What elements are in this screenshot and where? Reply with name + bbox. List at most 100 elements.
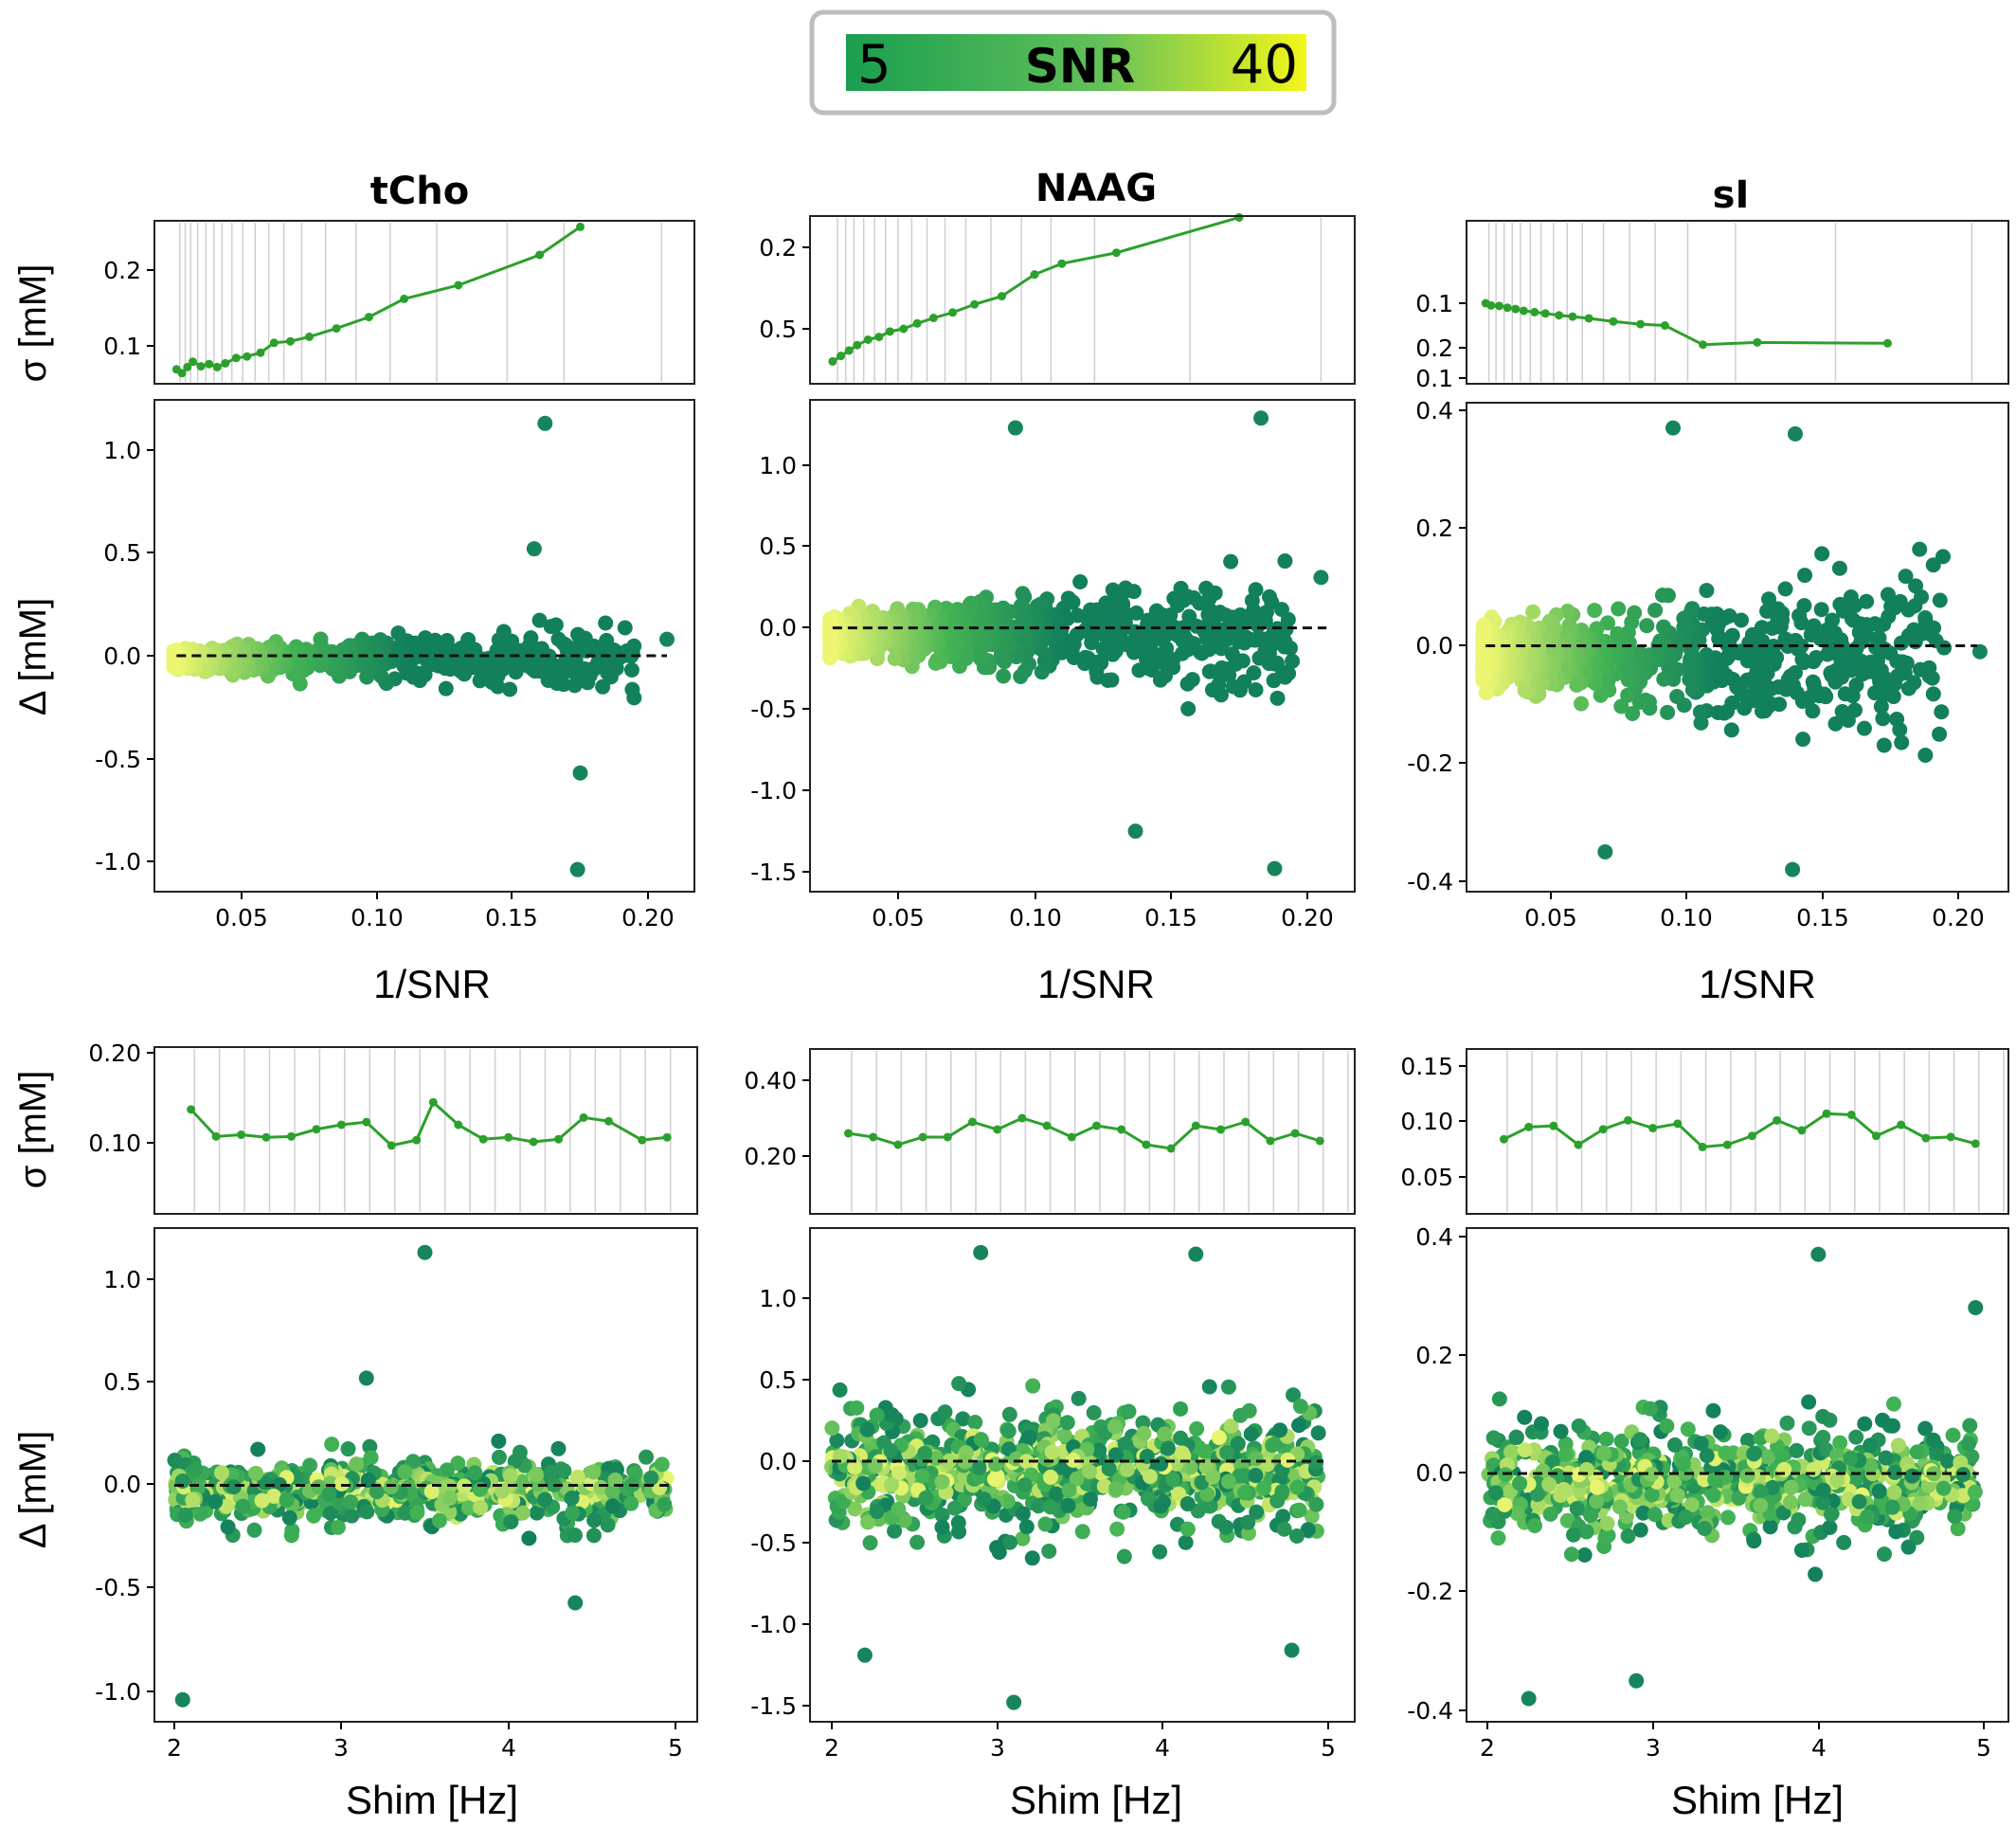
scatter-point <box>1643 1401 1658 1417</box>
panel-sigSnr-si: 0.20.10.1 <box>1415 220 2009 392</box>
scatter-point <box>1115 596 1131 612</box>
scatter-point <box>976 1491 992 1507</box>
sigma-point <box>638 1135 647 1145</box>
scatter-point <box>1086 1404 1102 1420</box>
scatter-point <box>1822 1519 1838 1535</box>
scatter-outlier <box>174 1691 190 1708</box>
scatter-point <box>537 1492 553 1508</box>
column-title-naag: NAAG <box>1035 167 1157 210</box>
scatter-point <box>1041 1543 1057 1559</box>
scatter-point <box>1276 1521 1292 1537</box>
panel-frame <box>153 220 695 385</box>
scatter-point <box>442 661 459 678</box>
y-tick-label: -1.0 <box>95 1678 141 1706</box>
scatter-point <box>829 1433 845 1449</box>
scatter-point <box>577 630 593 646</box>
scatter-point <box>502 681 518 697</box>
scatter-point <box>1173 580 1189 596</box>
scatter-point <box>1104 672 1120 688</box>
scatter-point <box>1178 1534 1194 1550</box>
y-tick-label: 0.05 <box>1400 1164 1453 1191</box>
scatter-point <box>1084 635 1100 651</box>
scatter-point <box>523 636 539 652</box>
y-tick-label: 0.1 <box>103 333 141 360</box>
scatter-outlier <box>417 1244 433 1260</box>
sigma-point <box>837 352 846 361</box>
scatter-point <box>502 1468 518 1484</box>
sigma-point <box>211 1131 221 1141</box>
scatter-point <box>1136 1425 1152 1441</box>
sigma-point <box>970 299 980 309</box>
sigma-point <box>529 1137 538 1147</box>
scatter-point <box>1600 1528 1616 1544</box>
y-tick-label: 0.0 <box>759 1448 797 1475</box>
x-tick-label: 2 <box>824 1734 839 1762</box>
scatter-outlier <box>572 765 588 781</box>
scatter-point <box>1475 663 1491 679</box>
scatter-point <box>1070 607 1086 624</box>
scatter-point <box>1152 1544 1168 1560</box>
scatter-point <box>529 1505 545 1521</box>
sigma-point <box>885 327 894 336</box>
scatter-point <box>1475 623 1491 639</box>
scatter-point <box>1249 1504 1265 1520</box>
scatter-point <box>914 1468 930 1484</box>
sigma-point <box>967 1117 977 1127</box>
scatter-point <box>626 690 642 706</box>
scatter-point <box>1932 592 1948 608</box>
scatter-point <box>306 1508 322 1524</box>
sigma-line-snr <box>175 226 582 375</box>
scatter-point <box>1013 668 1029 684</box>
y-tick-label: -0.2 <box>1407 750 1453 777</box>
sigma-point <box>1773 1115 1782 1125</box>
sigma-point <box>332 324 341 334</box>
scatter-point <box>514 1505 531 1521</box>
panel-sigSnr-tcho: 0.10.2 <box>103 220 695 385</box>
x-tick-label: 0.15 <box>1144 904 1197 931</box>
scatter-point <box>1569 677 1585 693</box>
scatter-point <box>1753 1430 1769 1446</box>
scatter-point <box>1723 722 1739 738</box>
scatter-point <box>369 1484 385 1500</box>
scatter-point <box>1680 1421 1696 1437</box>
y-tick-label: 0.10 <box>1400 1108 1453 1135</box>
scatter-point <box>495 1483 511 1499</box>
scatter-point <box>1117 614 1133 630</box>
scatter-point <box>585 1528 602 1544</box>
scatter-point <box>1015 1506 1031 1522</box>
panel-delSnr-naag: 1.00.50.0-0.5-1.0-1.50.05 0.10 0.15 0.20 <box>750 399 1356 931</box>
scatter-point <box>639 1449 655 1465</box>
scatter-point <box>1223 1418 1239 1434</box>
scatter-point <box>1189 1420 1205 1437</box>
scatter-point <box>1204 637 1220 653</box>
scatter-point <box>1107 1419 1123 1435</box>
scatter-point <box>1885 689 1901 705</box>
scatter-point <box>1264 594 1280 610</box>
scatter-point <box>1491 1391 1507 1407</box>
x-tick-label: 0.15 <box>485 904 538 931</box>
scatter-point <box>1779 1415 1795 1431</box>
scatter-point <box>593 1479 609 1495</box>
scatter-point <box>1613 1433 1629 1449</box>
scatter-point <box>363 1450 379 1466</box>
sigma-point <box>1871 1131 1881 1141</box>
scatter-point <box>1174 1445 1190 1461</box>
x-tick-label: 0.10 <box>1660 904 1713 931</box>
y-tick-label: -0.5 <box>750 696 797 723</box>
scatter-outlier <box>1007 420 1023 436</box>
x-tick-label: 5 <box>668 1734 683 1762</box>
sigma-point <box>993 1125 1002 1134</box>
sigma-point <box>1166 1144 1176 1153</box>
scatter-point <box>225 1479 242 1495</box>
x-tick-label: 0.20 <box>621 904 675 931</box>
scatter-point <box>1180 642 1197 658</box>
scatter-point <box>869 1504 885 1520</box>
scatter-point <box>1244 632 1260 648</box>
scatter-point <box>1912 541 1928 557</box>
scatter-point <box>1272 1422 1288 1438</box>
scatter-point <box>1805 703 1821 719</box>
scatter-point <box>1121 1403 1137 1419</box>
scatter-point <box>1277 633 1293 649</box>
panel-frame <box>1466 1048 2009 1215</box>
sigma-point <box>948 308 958 317</box>
